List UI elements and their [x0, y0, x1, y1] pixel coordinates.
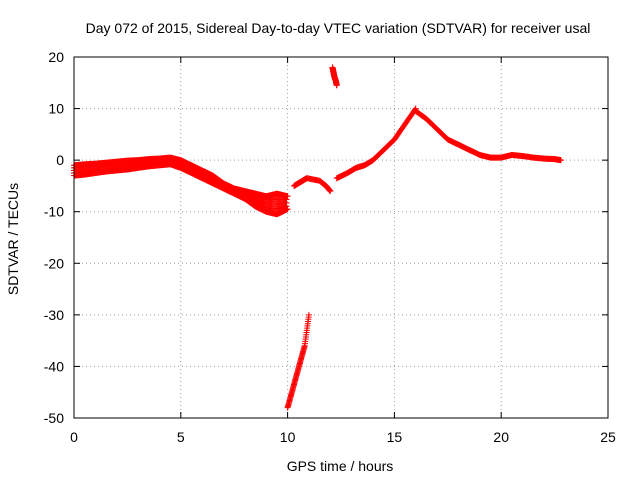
- series-segment-16-23: [412, 108, 565, 164]
- plot-frame: [73, 56, 609, 419]
- y-tick-label: 0: [56, 152, 64, 168]
- series-outlier-high: [329, 64, 340, 89]
- data-point: [557, 157, 564, 164]
- y-tick-label: -30: [44, 307, 64, 323]
- x-tick-label: 20: [493, 429, 509, 445]
- x-tick-label: 10: [280, 429, 296, 445]
- data-point: [333, 81, 340, 88]
- x-tick-label: 15: [387, 429, 403, 445]
- data-point: [283, 196, 290, 203]
- data-point: [400, 123, 407, 130]
- data-point: [305, 314, 312, 321]
- y-tick-label: -40: [44, 358, 64, 374]
- data-point: [327, 187, 334, 194]
- x-tick-label: 5: [177, 429, 185, 445]
- y-tick-label: 20: [48, 49, 64, 65]
- y-tick-label: 10: [48, 101, 64, 117]
- x-axis-label: GPS time / hours: [287, 458, 394, 474]
- series-main-band-fill: [71, 156, 290, 213]
- series-segment-12-16: [333, 105, 419, 182]
- grid-lines: [74, 57, 608, 418]
- series-outlier-low: [284, 311, 312, 411]
- y-tick-label: -10: [44, 204, 64, 220]
- data-point: [301, 343, 308, 350]
- axis-ticks: 0 5 10 15 20 25 -50 -40 -30 -20 -10 0 10 20: [44, 49, 616, 445]
- y-tick-label: -50: [44, 410, 64, 426]
- data-points: [71, 64, 565, 411]
- chart-title: Day 072 of 2015, Sidereal Day-to-day VTE…: [86, 20, 591, 36]
- y-axis-label: SDTVAR / TECUs: [5, 183, 21, 295]
- x-tick-label: 25: [600, 429, 616, 445]
- y-tick-label: -20: [44, 255, 64, 271]
- series-segment-10-12: [291, 175, 334, 195]
- x-tick-label: 0: [70, 429, 78, 445]
